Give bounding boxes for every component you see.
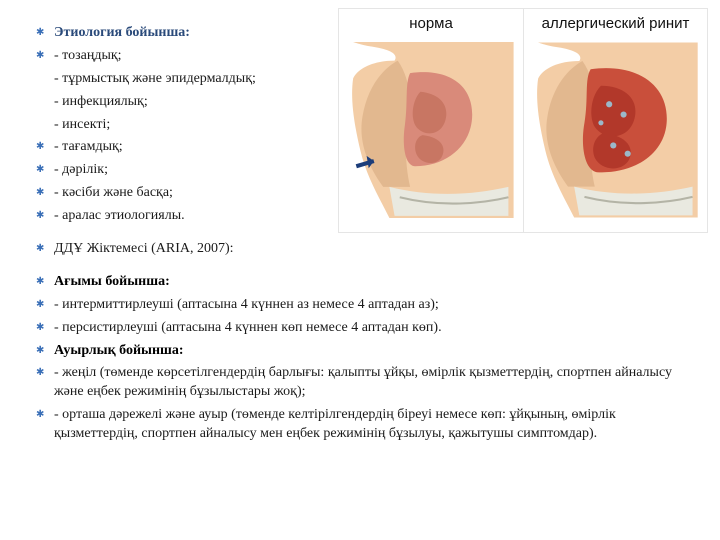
list-item: ДДҰ Жіктемесі (ARIA, 2007):	[36, 240, 696, 259]
spacer	[36, 263, 696, 273]
subheading: Ауырлық бойынша:	[36, 342, 696, 361]
subheading-text: Ағымы бойынша:	[54, 274, 170, 289]
slide: Этиология бойынша: - тозаңдық; - тұрмыстық…	[0, 0, 720, 540]
list-item: - тағамдық;	[36, 138, 354, 157]
list-item: - аралас этиологиялы.	[36, 207, 354, 226]
list-item: - кәсіби және басқа;	[36, 184, 354, 203]
image-right: аллергический ринит	[523, 9, 707, 232]
list-item: - орташа дәрежелі және ауыр (төменде кел…	[36, 406, 696, 444]
subheading: Ағымы бойынша:	[36, 273, 696, 292]
image-left: норма	[339, 9, 523, 232]
list-item: - тұрмыстық және эпидермалдық;	[36, 70, 354, 89]
list-item: - дәрілік;	[36, 161, 354, 180]
comparison-image-panel: норма	[338, 8, 708, 233]
image-left-graphic	[348, 36, 514, 224]
image-right-graphic	[533, 36, 698, 224]
image-right-label: аллергический ринит	[542, 15, 690, 32]
sagittal-normal-icon	[348, 36, 514, 224]
subheading-text: Ауырлық бойынша:	[54, 343, 184, 358]
heading-text: Этиология бойынша:	[54, 25, 190, 40]
list-item: - интермиттирлеуші (аптасына 4 күннен аз…	[36, 296, 696, 315]
heading: Этиология бойынша:	[36, 24, 354, 43]
image-left-label: норма	[409, 15, 453, 32]
sagittal-rhinitis-icon	[533, 36, 698, 224]
list-item: - тозаңдық;	[36, 47, 354, 66]
list-item: - жеңіл (төменде көрсетілгендердің барлы…	[36, 364, 696, 402]
list-item: - инфекциялық;	[36, 93, 354, 112]
list-item: - инсекті;	[36, 116, 354, 135]
list-item: - персистирлеуші (аптасына 4 күннен көп …	[36, 319, 696, 338]
